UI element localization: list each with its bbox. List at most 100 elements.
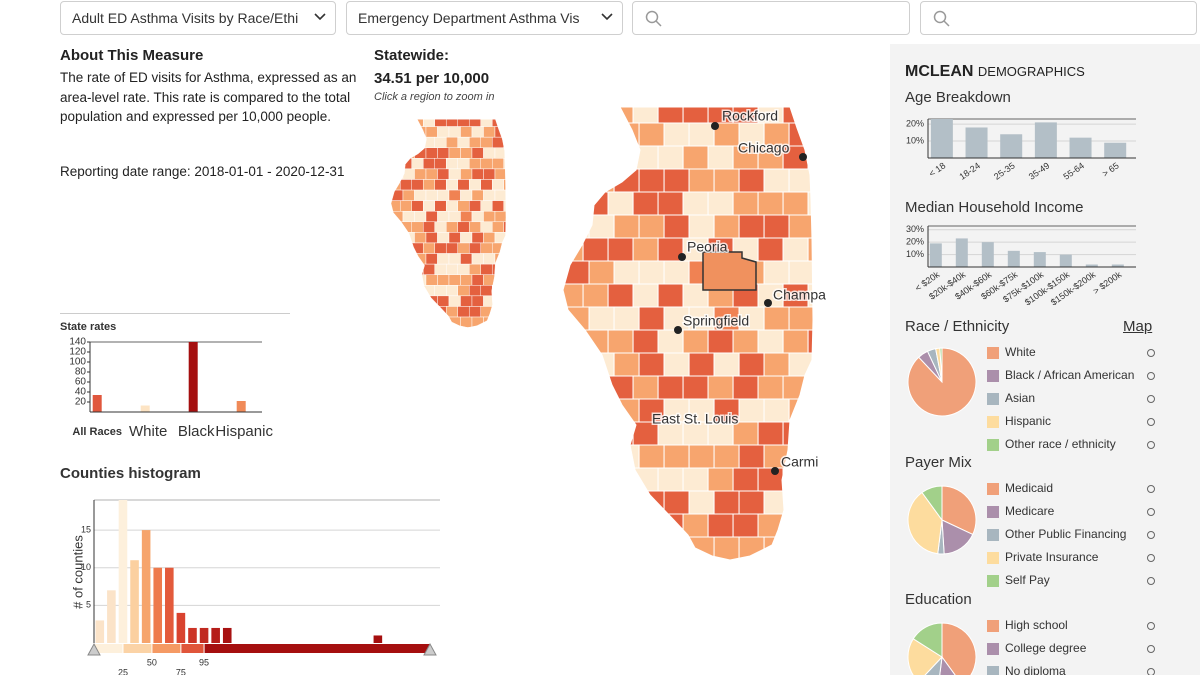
county[interactable] (558, 467, 584, 492)
range-handle[interactable] (87, 642, 101, 656)
county[interactable] (713, 490, 740, 515)
county[interactable] (814, 353, 839, 376)
county[interactable] (638, 168, 665, 193)
county[interactable] (682, 191, 709, 216)
county[interactable] (757, 329, 784, 354)
county[interactable] (638, 306, 665, 331)
county[interactable] (682, 329, 709, 354)
county[interactable] (738, 444, 765, 469)
county[interactable] (558, 513, 584, 538)
county[interactable] (558, 559, 584, 583)
county[interactable] (613, 444, 640, 469)
county[interactable] (582, 375, 609, 400)
county[interactable] (682, 559, 709, 583)
legend-toggle[interactable] (1147, 668, 1155, 675)
county[interactable] (632, 513, 659, 538)
county[interactable] (738, 490, 765, 515)
county[interactable] (558, 145, 584, 170)
county[interactable] (814, 123, 839, 146)
county[interactable] (757, 237, 784, 262)
county[interactable] (757, 191, 784, 216)
county[interactable] (563, 398, 590, 423)
county[interactable] (713, 536, 740, 560)
county[interactable] (613, 306, 640, 331)
county[interactable] (607, 559, 634, 583)
county[interactable] (807, 329, 833, 354)
county[interactable] (807, 375, 833, 400)
county[interactable] (807, 237, 833, 262)
county[interactable] (558, 329, 584, 354)
county[interactable] (657, 283, 684, 308)
measure-dropdown[interactable]: Adult ED Asthma Visits by Race/Ethi (60, 1, 336, 35)
county[interactable] (638, 352, 665, 377)
county[interactable] (788, 536, 814, 560)
county[interactable] (788, 214, 814, 239)
county[interactable] (638, 260, 665, 285)
county[interactable] (588, 536, 615, 560)
county[interactable] (814, 215, 839, 238)
county[interactable] (588, 490, 615, 515)
county[interactable] (607, 283, 634, 308)
legend-toggle[interactable] (1147, 508, 1155, 516)
county[interactable] (607, 421, 634, 446)
county[interactable] (738, 352, 765, 377)
county[interactable] (632, 559, 659, 583)
county[interactable] (588, 398, 615, 423)
county[interactable] (688, 352, 715, 377)
legend-toggle[interactable] (1147, 441, 1155, 449)
county[interactable] (582, 467, 609, 492)
county[interactable] (657, 375, 684, 400)
county[interactable] (814, 261, 839, 284)
county[interactable] (707, 145, 734, 170)
county[interactable] (682, 100, 709, 124)
county[interactable] (632, 191, 659, 216)
county[interactable] (632, 329, 659, 354)
county[interactable] (607, 375, 634, 400)
county[interactable] (657, 191, 684, 216)
range-handle[interactable] (423, 642, 437, 656)
county[interactable] (607, 100, 634, 124)
county[interactable] (663, 490, 690, 515)
county[interactable] (757, 375, 784, 400)
county[interactable] (582, 283, 609, 308)
illinois-map[interactable] (558, 100, 839, 583)
county[interactable] (613, 168, 640, 193)
county[interactable] (814, 399, 839, 422)
map-link[interactable]: Map (1123, 318, 1153, 335)
county[interactable] (663, 260, 690, 285)
county[interactable] (613, 490, 640, 515)
county[interactable] (638, 536, 665, 560)
county[interactable] (707, 559, 734, 583)
county[interactable] (613, 398, 640, 423)
county[interactable] (807, 421, 833, 446)
county[interactable] (632, 375, 659, 400)
county[interactable] (588, 444, 615, 469)
county[interactable] (582, 237, 609, 262)
county[interactable] (638, 122, 665, 147)
county[interactable] (788, 122, 814, 147)
county[interactable] (757, 559, 784, 583)
county[interactable] (663, 122, 690, 147)
county[interactable] (782, 467, 809, 492)
county[interactable] (807, 559, 833, 583)
county[interactable] (807, 467, 833, 492)
county[interactable] (558, 100, 584, 124)
search-box[interactable] (920, 1, 1197, 35)
county[interactable] (638, 490, 665, 515)
county[interactable] (582, 559, 609, 583)
county[interactable] (688, 214, 715, 239)
county[interactable] (814, 307, 839, 330)
county[interactable] (682, 467, 709, 492)
county[interactable] (563, 444, 590, 469)
county[interactable] (613, 214, 640, 239)
county[interactable] (788, 260, 814, 285)
legend-toggle[interactable] (1147, 577, 1155, 585)
county[interactable] (782, 191, 809, 216)
county[interactable] (657, 100, 684, 124)
county[interactable] (663, 352, 690, 377)
county[interactable] (563, 168, 590, 193)
county[interactable] (632, 100, 659, 124)
county[interactable] (782, 100, 809, 124)
county[interactable] (807, 191, 833, 216)
legend-toggle[interactable] (1147, 645, 1155, 653)
